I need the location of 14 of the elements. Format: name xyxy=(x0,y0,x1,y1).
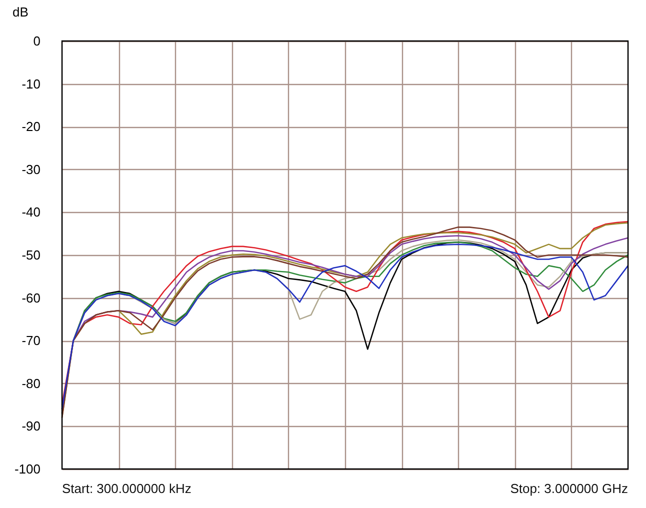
y-tick-label: -100 xyxy=(14,462,40,476)
y-tick-label: -30 xyxy=(22,162,40,177)
y-tick-label: -10 xyxy=(22,76,40,92)
y-tick-label: -40 xyxy=(22,204,40,220)
y-tick-label: -20 xyxy=(22,119,40,134)
y-tick-label: -70 xyxy=(22,333,40,348)
y-tick-label: -50 xyxy=(22,248,40,262)
text: Start: 300.000000 kHz xyxy=(62,481,192,496)
y-tick-label: -80 xyxy=(22,376,40,391)
y-axis-title: dB xyxy=(12,4,28,20)
y-tick-label: 0 xyxy=(33,34,40,48)
text: Stop: 3.000000 GHz xyxy=(510,481,628,496)
y-tick-label: -90 xyxy=(22,418,40,434)
y-tick-label: -60 xyxy=(22,290,40,306)
